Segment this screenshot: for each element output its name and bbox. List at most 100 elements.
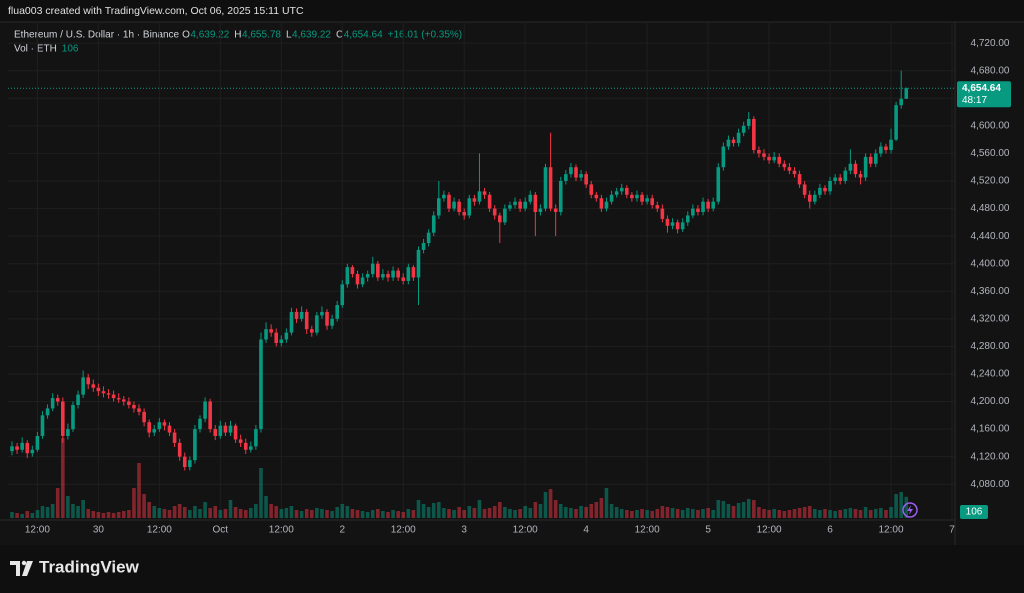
- candle-body: [838, 177, 843, 181]
- volume-bar: [472, 508, 477, 518]
- candle-body: [198, 418, 202, 430]
- y-tick-label: 4,200.00: [971, 396, 1010, 407]
- volume-bar: [574, 509, 578, 518]
- logo-mark: [22, 561, 33, 576]
- candle-body: [594, 194, 599, 199]
- candle-body: [431, 215, 436, 233]
- volume-bar: [553, 500, 558, 518]
- volume-bar: [650, 511, 655, 518]
- candle-body: [279, 339, 284, 343]
- candle-body: [76, 394, 80, 405]
- volume-bar: [289, 506, 294, 518]
- candle-body: [843, 170, 848, 181]
- candle-body: [442, 194, 446, 199]
- candle-body: [152, 429, 157, 433]
- candle-body: [66, 429, 70, 436]
- candle-body: [487, 194, 492, 209]
- alert-icon[interactable]: [902, 502, 918, 518]
- x-tick-label: 5: [705, 525, 711, 536]
- candle-body: [406, 267, 411, 281]
- candle-body: [757, 149, 761, 154]
- candle-body: [182, 456, 187, 468]
- candle-body: [543, 167, 548, 209]
- candle-body: [548, 167, 553, 209]
- grid: [8, 22, 955, 520]
- candle-body: [243, 442, 248, 450]
- candle-body: [289, 311, 294, 333]
- volume-bar: [274, 506, 279, 518]
- volume-bar: [757, 507, 761, 518]
- candle-body: [564, 174, 568, 181]
- candle-body: [904, 88, 909, 99]
- logo-mark: [10, 561, 20, 576]
- volume-bar: [249, 508, 253, 518]
- volume-bar: [782, 511, 787, 518]
- volume-bar: [721, 501, 726, 518]
- volume-bar: [182, 507, 187, 518]
- volume-bar: [685, 508, 690, 518]
- legend-text: C: [336, 30, 343, 41]
- volume-bar: [680, 510, 685, 518]
- candle-body: [503, 208, 507, 223]
- candle-body: [416, 249, 421, 278]
- volume-bar: [45, 507, 50, 518]
- candle-body: [218, 425, 223, 436]
- volume-bar: [193, 506, 197, 518]
- candle-body: [553, 208, 558, 213]
- volume-bar: [899, 492, 903, 518]
- volume-bar: [223, 509, 228, 518]
- candle-body: [528, 194, 533, 202]
- candle-body: [106, 393, 111, 395]
- legend-text: 4,639.22: [190, 30, 229, 41]
- volume-bar: [838, 510, 843, 518]
- volume-bar: [716, 500, 721, 518]
- volume-bar: [625, 510, 629, 518]
- candle-body: [350, 267, 355, 275]
- volume-bar: [853, 509, 858, 518]
- candle-body: [264, 329, 268, 340]
- candle-body: [188, 460, 192, 468]
- volume-bar: [91, 511, 96, 518]
- volume-bar: [904, 496, 909, 518]
- candle-body: [665, 218, 670, 226]
- volume-bar: [315, 508, 319, 518]
- candle-body: [111, 394, 116, 399]
- last-price-box: [957, 81, 1011, 108]
- legend-text: O: [182, 30, 190, 41]
- candle-body: [746, 118, 751, 126]
- y-tick-label: 4,120.00: [971, 451, 1010, 462]
- candle-body: [818, 187, 822, 195]
- legend-text: Ethereum / U.S. Dollar · 1h · Binance: [14, 30, 180, 41]
- volume-bar: [706, 508, 710, 518]
- candle-body: [630, 194, 634, 199]
- volume-bar: [35, 510, 40, 518]
- volume-bar: [10, 512, 14, 518]
- volume-bars: [10, 438, 909, 518]
- candle-body: [223, 425, 228, 433]
- x-tick-label: 2: [339, 525, 345, 536]
- volume-bar: [604, 488, 609, 518]
- volume-bar: [376, 509, 380, 518]
- candle-body: [208, 401, 212, 430]
- x-tick-label: 30: [93, 525, 105, 536]
- brand-name: TradingView: [39, 557, 140, 576]
- volume-bar: [889, 507, 893, 518]
- candle-body: [355, 274, 360, 285]
- volume-bar: [142, 494, 146, 518]
- volume-value-label: 106: [966, 507, 983, 518]
- x-tick-label: 12:00: [147, 525, 172, 536]
- volume-bar: [355, 510, 360, 518]
- candle-body: [538, 208, 543, 213]
- volume-bar: [746, 499, 751, 518]
- candle-body: [482, 191, 487, 195]
- candle-body: [492, 208, 497, 216]
- volume-bar: [614, 507, 619, 518]
- candle-body: [863, 156, 868, 178]
- candle-body: [127, 401, 131, 405]
- volume-bar: [736, 503, 741, 518]
- volume-bar: [797, 508, 802, 518]
- candle-body: [259, 339, 263, 430]
- candle-body: [513, 201, 517, 206]
- volume-bar: [147, 502, 151, 518]
